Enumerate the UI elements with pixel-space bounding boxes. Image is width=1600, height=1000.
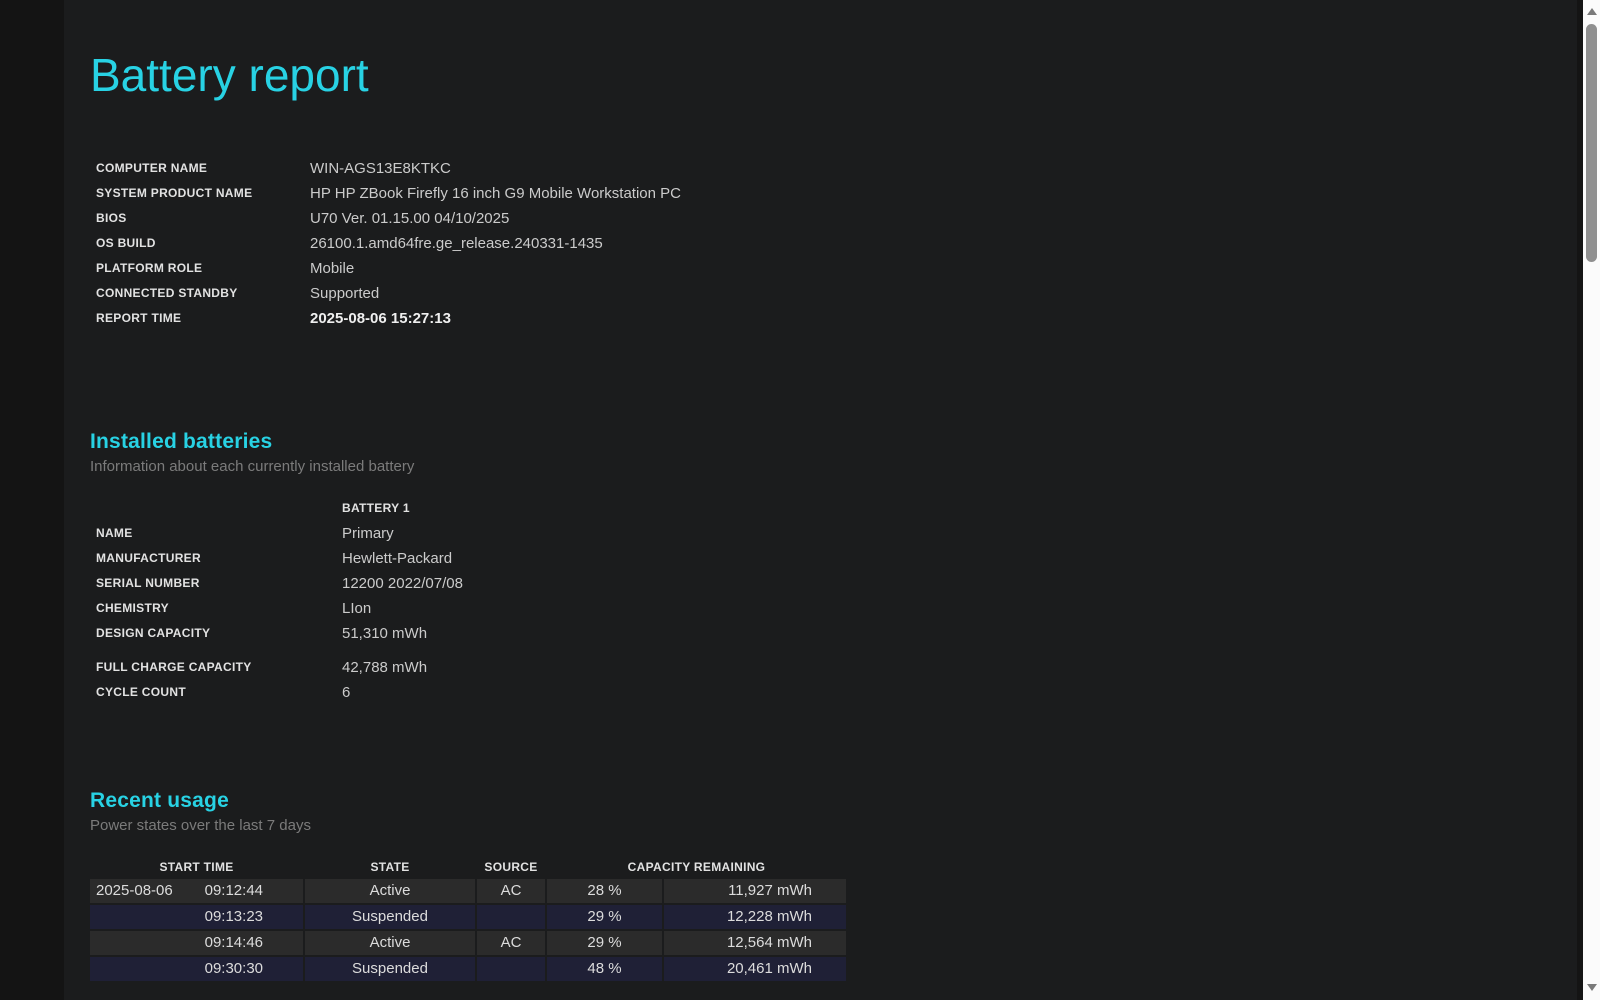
usage-capacity-mwh: 11,927 mWh (664, 878, 846, 903)
info-row: CYCLE COUNT 6 (90, 680, 463, 705)
usage-source (477, 904, 545, 929)
info-value: Mobile (310, 259, 355, 277)
info-row: OS BUILD 26100.1.amd64fre.ge_release.240… (90, 231, 681, 256)
battery-1-column-header: BATTERY 1 (342, 500, 410, 515)
info-value: U70 Ver. 01.15.00 04/10/2025 (310, 209, 510, 227)
installed-batteries-subtitle: Information about each currently install… (90, 457, 415, 475)
page-title: Battery report (90, 49, 369, 101)
usage-capacity-percent: 48 % (547, 956, 662, 981)
info-label: CONNECTED STANDBY (96, 286, 238, 301)
system-info-table: COMPUTER NAME WIN-AGS13E8KTKC SYSTEM PRO… (90, 156, 681, 331)
info-label: SERIAL NUMBER (96, 576, 200, 591)
usage-header-start-time: START TIME (159, 859, 234, 874)
info-row: DESIGN CAPACITY 51,310 mWh (90, 621, 463, 646)
usage-start-time: 09:13:23 (90, 904, 303, 929)
info-label: NAME (96, 526, 133, 541)
usage-time: 09:13:23 (204, 908, 263, 926)
info-value: Hewlett-Packard (342, 549, 453, 567)
info-value: 51,310 mWh (342, 624, 428, 642)
usage-row: 09:13:23 Suspended 29 % 12,228 mWh (90, 904, 846, 929)
usage-source: AC (477, 878, 545, 903)
recent-usage-table: START TIME STATE SOURCE CAPACITY REMAINI… (88, 855, 848, 983)
recent-usage-subtitle: Power states over the last 7 days (90, 816, 311, 834)
info-row: CONNECTED STANDBY Supported (90, 281, 681, 306)
usage-capacity-mwh: 20,461 mWh (664, 956, 846, 981)
usage-row: 2025-08-06 09:12:44 Active AC 28 % 11,927… (90, 878, 846, 903)
usage-source: AC (477, 930, 545, 955)
usage-start-time: 09:14:46 (90, 930, 303, 955)
usage-capacity-percent: 29 % (547, 904, 662, 929)
info-row: BIOS U70 Ver. 01.15.00 04/10/2025 (90, 206, 681, 231)
info-label: OS BUILD (96, 236, 156, 251)
info-label: BIOS (96, 211, 127, 226)
info-value: Supported (310, 284, 380, 302)
info-label: FULL CHARGE CAPACITY (96, 659, 252, 674)
usage-state: Active (305, 878, 475, 903)
usage-capacity-percent: 29 % (547, 930, 662, 955)
usage-header-row: START TIME STATE SOURCE CAPACITY REMAINI… (90, 857, 846, 877)
info-label: CHEMISTRY (96, 601, 169, 616)
info-row: CHEMISTRY LIon (90, 596, 463, 621)
info-row: SERIAL NUMBER 12200 2022/07/08 (90, 571, 463, 596)
usage-time: 09:30:30 (204, 960, 263, 978)
info-row: FULL CHARGE CAPACITY 42,788 mWh (90, 646, 463, 680)
usage-date: 2025-08-06 (96, 881, 173, 899)
recent-usage-section: Recent usage Power states over the last … (90, 789, 1577, 983)
info-value: 26100.1.amd64fre.ge_release.240331-1435 (310, 234, 603, 252)
info-value: LIon (342, 599, 372, 617)
installed-batteries-section: Installed batteries Information about ea… (90, 430, 1577, 705)
info-row: SYSTEM PRODUCT NAME HP HP ZBook Firefly … (90, 181, 681, 206)
recent-usage-heading: Recent usage (90, 788, 229, 812)
usage-header-capacity-remaining: CAPACITY REMAINING (627, 859, 766, 874)
info-label: SYSTEM PRODUCT NAME (96, 186, 253, 201)
usage-row: 09:30:30 Suspended 48 % 20,461 mWh (90, 956, 846, 981)
info-value: HP HP ZBook Firefly 16 inch G9 Mobile Wo… (310, 184, 681, 202)
usage-state: Suspended (305, 956, 475, 981)
usage-capacity-mwh: 12,228 mWh (664, 904, 846, 929)
info-value: 12200 2022/07/08 (342, 574, 463, 592)
scroll-up-arrow-icon[interactable] (1587, 8, 1597, 15)
installed-batteries-heading: Installed batteries (90, 429, 273, 453)
info-value: WIN-AGS13E8KTKC (310, 159, 451, 177)
scrollbar-thumb[interactable] (1586, 24, 1597, 262)
info-row: MANUFACTURER Hewlett-Packard (90, 546, 463, 571)
usage-start-time: 2025-08-06 09:12:44 (90, 878, 303, 903)
info-value: 6 (342, 683, 351, 701)
scroll-down-arrow-icon[interactable] (1587, 984, 1597, 991)
info-label: COMPUTER NAME (96, 161, 208, 176)
info-label: REPORT TIME (96, 311, 182, 326)
info-value: Primary (342, 524, 394, 542)
usage-state: Active (305, 930, 475, 955)
vertical-scrollbar[interactable] (1583, 0, 1600, 1000)
usage-header-state: STATE (370, 859, 410, 874)
usage-source (477, 956, 545, 981)
info-row: NAME Primary (90, 521, 463, 546)
usage-row: 09:14:46 Active AC 29 % 12,564 mWh (90, 930, 846, 955)
info-label: MANUFACTURER (96, 551, 201, 566)
info-value: 2025-08-06 15:27:13 (310, 309, 451, 327)
info-row: PLATFORM ROLE Mobile (90, 256, 681, 281)
info-label: CYCLE COUNT (96, 685, 186, 700)
info-label: PLATFORM ROLE (96, 261, 203, 276)
info-value: 42,788 mWh (342, 658, 428, 676)
usage-state: Suspended (305, 904, 475, 929)
usage-capacity-percent: 28 % (547, 878, 662, 903)
usage-header-source: SOURCE (484, 859, 538, 874)
info-row: REPORT TIME 2025-08-06 15:27:13 (90, 306, 681, 331)
battery-info-table: BATTERY 1 NAME Primary MANUFACTURER Hewl… (90, 497, 463, 705)
battery-report-page: Battery report COMPUTER NAME WIN-AGS13E8… (64, 0, 1577, 1000)
info-label: DESIGN CAPACITY (96, 626, 211, 641)
usage-time: 09:14:46 (204, 934, 263, 952)
usage-time: 09:12:44 (204, 882, 263, 900)
info-row: COMPUTER NAME WIN-AGS13E8KTKC (90, 156, 681, 181)
battery-column-header-row: BATTERY 1 (90, 497, 463, 521)
usage-capacity-mwh: 12,564 mWh (664, 930, 846, 955)
usage-start-time: 09:30:30 (90, 956, 303, 981)
